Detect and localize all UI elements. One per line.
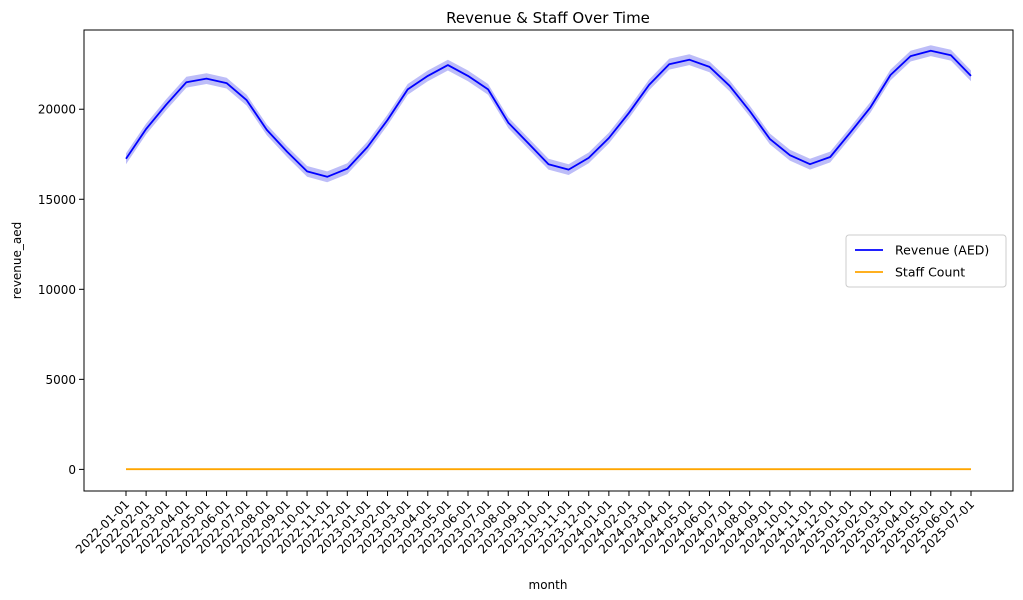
y-tick-label: 10000 bbox=[38, 283, 76, 297]
series-line-0 bbox=[125, 49, 972, 178]
x-axis-label: month bbox=[529, 578, 568, 592]
legend-label-staff: Staff Count bbox=[895, 265, 965, 280]
legend-box bbox=[845, 234, 1007, 288]
y-axis-label: revenue_aed bbox=[10, 222, 24, 299]
confidence-band-0 bbox=[126, 45, 971, 183]
x-axis: 2022-01-012022-02-012022-03-012022-04-01… bbox=[73, 491, 977, 556]
y-tick-label: 20000 bbox=[38, 103, 76, 117]
y-axis: 0 5000 10000 15000 20000 bbox=[38, 103, 84, 477]
y-tick-label: 15000 bbox=[38, 193, 76, 207]
plot-area bbox=[125, 45, 972, 471]
legend: Revenue (AED) Staff Count bbox=[845, 234, 1007, 288]
y-tick-label: 5000 bbox=[45, 373, 76, 387]
chart-title: Revenue & Staff Over Time bbox=[446, 9, 650, 27]
legend-label-revenue: Revenue (AED) bbox=[895, 243, 989, 258]
y-tick-label: 0 bbox=[68, 463, 76, 477]
